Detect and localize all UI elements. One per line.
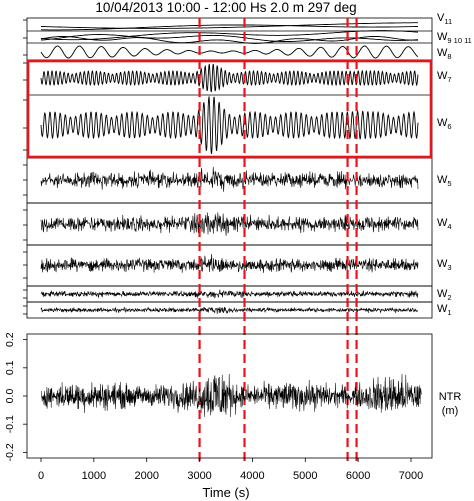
x-tick-label: 6000 (346, 470, 370, 482)
x-tick-label: 3000 (187, 470, 211, 482)
wavelet-row-frame (26, 301, 433, 319)
trace-w10 (40, 34, 419, 42)
ntr-y-tick-label: 0.1 (4, 360, 16, 375)
channel-label: W7 (437, 70, 452, 84)
trace-v11 (41, 22, 418, 29)
channel-label: W4 (437, 217, 452, 231)
channel-label: W6 (437, 117, 452, 131)
ntr-panel: -0.2 -0.1 0.0 0.1 0.2 0 1000 2000 3000 4000 5000 60… (4, 332, 433, 482)
x-tick-label: 7000 (399, 470, 423, 482)
x-tick-label: 2000 (134, 470, 158, 482)
y-axis-label-line1: NTR (439, 391, 462, 403)
channel-label: V11 (437, 12, 452, 26)
channel-label: W3 (437, 258, 452, 272)
trace-w11 (40, 36, 418, 44)
channel-label: W2 (437, 288, 452, 302)
trace-w9 (40, 30, 419, 41)
y-axis-label-line2: (m) (442, 405, 459, 417)
channel-label: W8 (437, 47, 452, 61)
channel-label: W9 10 11 (437, 31, 472, 45)
trace-w5 (40, 166, 419, 192)
channel-label: W1 (437, 303, 452, 317)
channel-label: W5 (437, 174, 452, 188)
ntr-y-tick-label: 0.2 (4, 332, 16, 347)
x-tick-label: 0 (38, 470, 44, 482)
x-tick-label: 5000 (293, 470, 317, 482)
x-tick-label: 1000 (82, 470, 106, 482)
trace-w7 (40, 63, 419, 93)
trace-w2 (40, 289, 419, 299)
ntr-y-tick-label: 0.0 (4, 389, 16, 404)
trace-w1 (40, 306, 418, 315)
trace-w3 (40, 253, 419, 273)
highlight-box (26, 59, 433, 159)
ntr-series-line (40, 373, 422, 418)
ntr-y-tick-label: -0.1 (4, 415, 16, 433)
x-axis-label: Time (s) (202, 485, 249, 500)
trace-v11-b (41, 24, 418, 31)
figure-title: 10/04/2013 10:00 - 12:00 Hs 2.0 m 297 de… (95, 0, 356, 15)
trace-w6 (40, 95, 419, 154)
ntr-y-tick-label: -0.2 (4, 443, 16, 461)
x-tick-label: 4000 (240, 470, 264, 482)
trace-w4 (40, 212, 419, 236)
trace-w8 (40, 45, 419, 59)
